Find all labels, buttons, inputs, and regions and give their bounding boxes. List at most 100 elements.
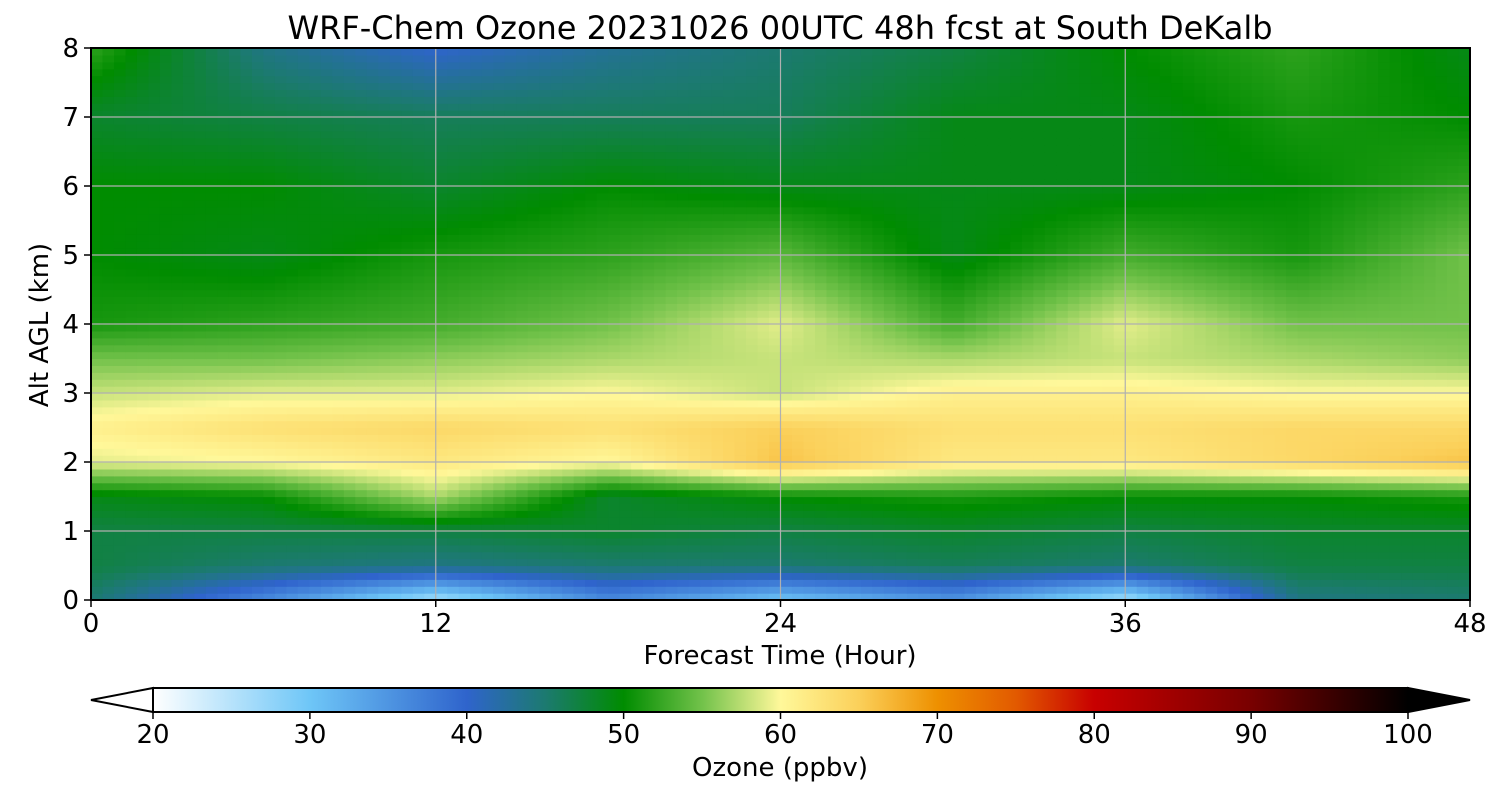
ozone-cell bbox=[1056, 406, 1069, 415]
ozone-cell bbox=[1263, 337, 1276, 346]
ozone-cell bbox=[355, 344, 368, 353]
ozone-cell bbox=[1366, 462, 1379, 470]
ozone-cell bbox=[860, 475, 874, 484]
ozone-cell bbox=[872, 379, 885, 387]
ozone-cell bbox=[929, 572, 942, 580]
ozone-cell bbox=[194, 586, 207, 594]
ozone-cell bbox=[493, 406, 506, 415]
ozone-cell bbox=[1056, 393, 1069, 401]
ozone-cell bbox=[1021, 475, 1034, 484]
ozone-cell bbox=[297, 344, 310, 353]
ozone-cell bbox=[217, 330, 230, 339]
ozone-cell bbox=[1286, 420, 1299, 429]
ozone-cell bbox=[159, 537, 173, 546]
ozone-cell bbox=[366, 455, 379, 463]
ozone-cell bbox=[642, 441, 655, 449]
ozone-cell bbox=[343, 351, 356, 360]
ozone-cell bbox=[665, 531, 678, 539]
ozone-cell bbox=[826, 406, 839, 415]
ozone-cell bbox=[964, 386, 977, 394]
ozone-cell bbox=[424, 503, 437, 511]
ozone-cell bbox=[1067, 448, 1080, 456]
ozone-cell bbox=[1412, 351, 1425, 360]
ozone-cell bbox=[251, 503, 264, 511]
ozone-cell bbox=[401, 593, 414, 600]
ozone-cell bbox=[205, 330, 219, 339]
ozone-cell bbox=[355, 462, 368, 470]
ozone-cell bbox=[585, 586, 598, 594]
ozone-cell bbox=[1194, 427, 1207, 435]
ozone-cell bbox=[1079, 510, 1092, 518]
ozone-cell bbox=[585, 455, 598, 463]
ozone-cell bbox=[757, 413, 770, 422]
ozone-cell bbox=[746, 496, 759, 504]
ozone-cell bbox=[1263, 475, 1276, 484]
ozone-cell bbox=[1159, 393, 1172, 401]
ozone-cell bbox=[1205, 496, 1218, 504]
ozone-cell bbox=[1251, 524, 1264, 532]
ozone-cell bbox=[228, 468, 241, 477]
ozone-cell bbox=[1458, 551, 1470, 560]
ozone-cell bbox=[941, 379, 954, 387]
ozone-cell bbox=[1079, 558, 1092, 567]
ozone-cell bbox=[458, 358, 471, 366]
ozone-cell bbox=[263, 365, 276, 373]
ozone-cell bbox=[1113, 510, 1126, 518]
ozone-cell bbox=[826, 310, 839, 318]
ozone-cell bbox=[343, 503, 356, 511]
ozone-cell bbox=[562, 310, 575, 318]
ozone-cell bbox=[964, 372, 977, 380]
ozone-cell bbox=[378, 379, 391, 387]
ozone-cell bbox=[941, 551, 954, 560]
ozone-cell bbox=[1159, 586, 1172, 594]
ozone-cell bbox=[1251, 517, 1264, 525]
ozone-cell bbox=[688, 324, 701, 332]
ozone-cell bbox=[481, 399, 494, 408]
ozone-cell bbox=[297, 462, 310, 470]
ozone-cell bbox=[619, 434, 632, 442]
ozone-cell bbox=[1182, 330, 1195, 339]
ozone-cell bbox=[309, 537, 322, 546]
ozone-cell bbox=[814, 399, 828, 408]
ozone-cell bbox=[228, 517, 241, 525]
ozone-cell bbox=[91, 524, 104, 532]
ozone-cell bbox=[447, 365, 460, 373]
ozone-cell bbox=[343, 344, 356, 353]
ozone-cell bbox=[952, 386, 965, 394]
ozone-cell bbox=[320, 462, 333, 470]
ozone-cell bbox=[711, 462, 724, 470]
ozone-cell bbox=[1378, 399, 1391, 408]
ozone-cell bbox=[975, 434, 988, 442]
ozone-cell bbox=[952, 427, 965, 435]
ozone-cell bbox=[286, 558, 299, 567]
ozone-cell bbox=[435, 337, 448, 346]
ozone-cell bbox=[1021, 455, 1034, 463]
ozone-cell bbox=[573, 413, 586, 422]
ozone-cell bbox=[849, 510, 862, 518]
ozone-cell bbox=[447, 551, 460, 560]
ozone-cell bbox=[791, 503, 805, 511]
ozone-cell bbox=[263, 434, 276, 442]
ozone-cell bbox=[447, 482, 460, 491]
ozone-cell bbox=[1343, 372, 1356, 380]
ozone-cell bbox=[677, 544, 690, 553]
ozone-cell bbox=[401, 558, 414, 567]
ozone-cell bbox=[1343, 510, 1356, 518]
ozone-cell bbox=[826, 586, 839, 594]
ozone-cell bbox=[481, 475, 494, 484]
ozone-cell bbox=[585, 420, 598, 429]
ozone-cell bbox=[929, 517, 942, 525]
ozone-cell bbox=[619, 524, 632, 532]
ozone-cell bbox=[1056, 468, 1069, 477]
ozone-cell bbox=[1458, 482, 1470, 491]
ozone-cell bbox=[723, 317, 736, 325]
ozone-cell bbox=[677, 372, 690, 380]
ozone-cell bbox=[1355, 489, 1368, 498]
ozone-cell bbox=[1044, 510, 1057, 518]
ozone-cell bbox=[1447, 330, 1460, 339]
ozone-cell bbox=[952, 551, 965, 560]
ozone-cell bbox=[217, 372, 230, 380]
ozone-cell bbox=[1125, 379, 1138, 387]
ozone-cell bbox=[493, 441, 506, 449]
